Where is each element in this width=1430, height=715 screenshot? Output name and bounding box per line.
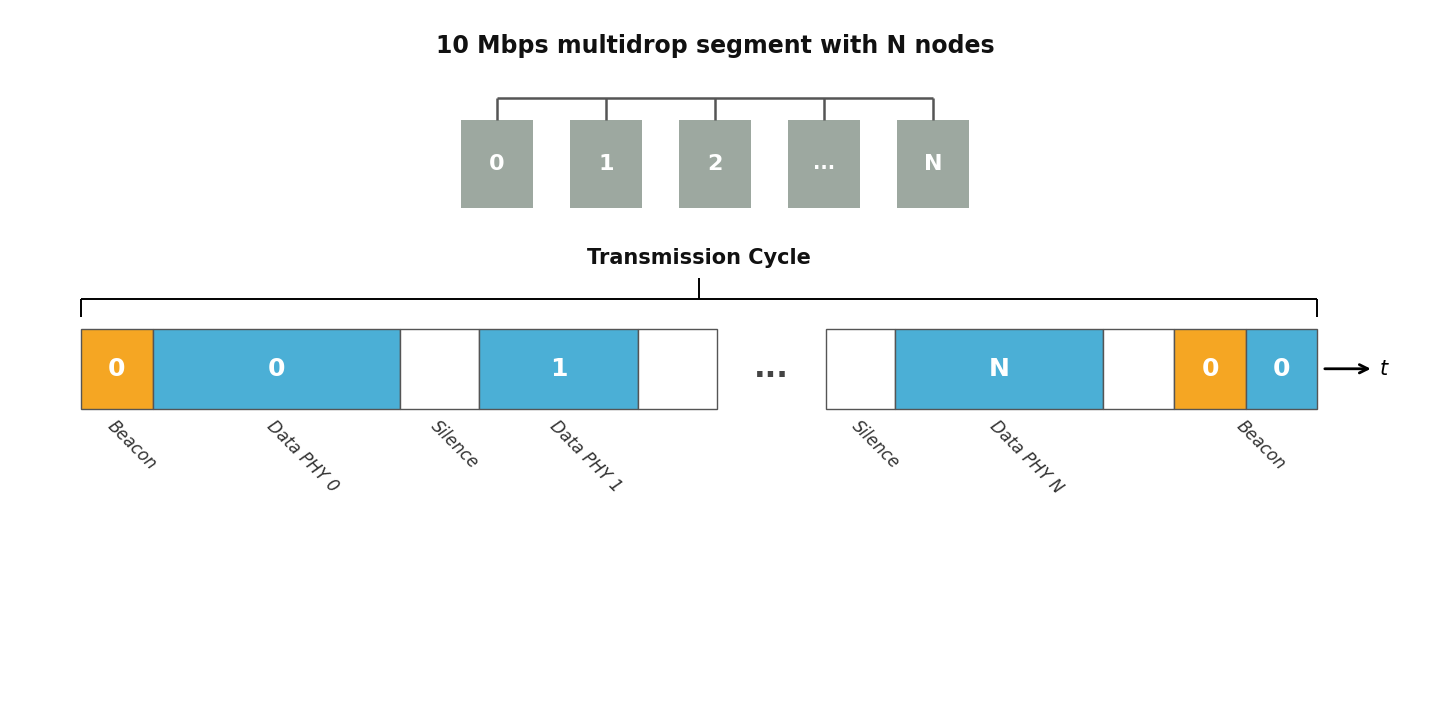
FancyBboxPatch shape <box>462 119 533 208</box>
Bar <box>827 329 895 409</box>
Text: Beacon: Beacon <box>104 417 160 473</box>
FancyBboxPatch shape <box>679 119 751 208</box>
Text: ...: ... <box>754 354 789 383</box>
Text: Data PHY N: Data PHY N <box>987 417 1067 497</box>
Bar <box>1246 329 1317 409</box>
FancyBboxPatch shape <box>897 119 968 208</box>
Text: N: N <box>924 154 942 174</box>
Bar <box>479 329 638 409</box>
Bar <box>1174 329 1246 409</box>
Text: Transmission Cycle: Transmission Cycle <box>588 248 811 268</box>
Text: Beacon: Beacon <box>1233 417 1290 473</box>
Text: N: N <box>988 357 1010 381</box>
Text: t: t <box>1380 359 1387 379</box>
Bar <box>895 329 1103 409</box>
FancyBboxPatch shape <box>571 119 642 208</box>
Text: ...: ... <box>812 154 835 173</box>
Text: Silence: Silence <box>848 417 902 472</box>
Text: 0: 0 <box>1273 357 1290 381</box>
Text: 1: 1 <box>598 154 613 174</box>
Text: 0: 0 <box>1201 357 1218 381</box>
Text: Data PHY 1: Data PHY 1 <box>546 417 625 495</box>
Bar <box>1103 329 1174 409</box>
Text: 2: 2 <box>708 154 722 174</box>
Text: Silence: Silence <box>428 417 482 472</box>
Text: 10 Mbps multidrop segment with N nodes: 10 Mbps multidrop segment with N nodes <box>436 34 994 58</box>
Text: Data PHY 0: Data PHY 0 <box>263 417 342 495</box>
FancyBboxPatch shape <box>788 119 859 208</box>
Text: 0: 0 <box>489 154 505 174</box>
Text: 0: 0 <box>267 357 285 381</box>
Bar <box>153 329 400 409</box>
Text: 0: 0 <box>109 357 126 381</box>
Bar <box>638 329 716 409</box>
Bar <box>400 329 479 409</box>
Bar <box>82 329 153 409</box>
Text: 1: 1 <box>549 357 568 381</box>
